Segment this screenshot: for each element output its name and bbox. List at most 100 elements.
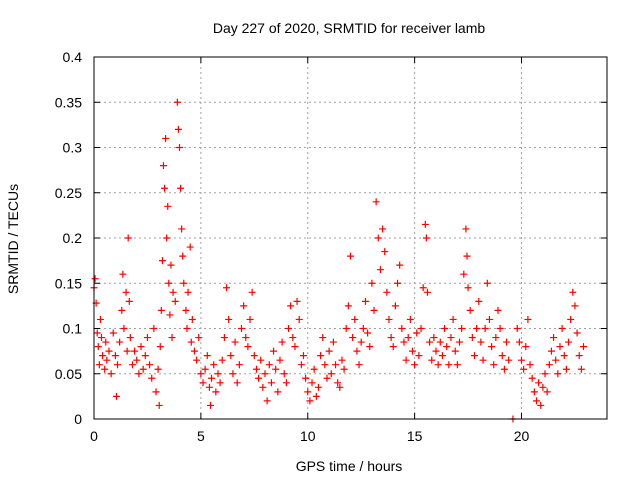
data-point (323, 374, 331, 382)
data-point (372, 198, 380, 206)
data-point (415, 352, 423, 360)
data-point (111, 352, 119, 360)
data-point (248, 288, 256, 296)
y-tick-label: 0.4 (63, 49, 83, 65)
data-point (573, 329, 581, 337)
data-point (426, 338, 434, 346)
data-point (351, 315, 359, 323)
data-point (458, 325, 466, 332)
data-point (103, 356, 111, 364)
data-point (201, 365, 209, 373)
data-point (428, 356, 436, 364)
data-point (155, 401, 163, 409)
data-point (560, 352, 568, 360)
data-point (119, 270, 127, 278)
data-point (150, 325, 158, 332)
data-point (355, 361, 363, 369)
data-point (280, 370, 288, 378)
data-point (485, 315, 493, 323)
data-point (470, 352, 478, 360)
data-point (128, 361, 136, 369)
data-point (314, 383, 322, 391)
data-point (178, 225, 186, 233)
data-point (306, 397, 314, 405)
data-point (182, 306, 190, 314)
data-point (539, 383, 547, 391)
y-tick-label: 0.1 (63, 321, 83, 337)
data-point (443, 343, 451, 351)
data-point (123, 347, 131, 355)
data-point (565, 338, 573, 346)
data-point (391, 302, 399, 310)
data-point (379, 225, 387, 233)
data-point (359, 325, 367, 332)
grid-lines (94, 57, 607, 419)
data-point (344, 302, 352, 310)
data-point (233, 379, 241, 387)
data-point (554, 370, 562, 378)
data-point (210, 361, 218, 369)
data-point (126, 334, 134, 342)
data-point (417, 325, 425, 332)
data-point (515, 338, 523, 346)
data-point (408, 347, 416, 355)
data-point (411, 361, 419, 369)
data-point (242, 334, 250, 342)
x-tick-label: 0 (90, 428, 98, 444)
data-point (97, 334, 105, 342)
data-point (481, 325, 489, 332)
data-point (166, 311, 174, 319)
data-point (259, 383, 267, 391)
data-point (308, 379, 316, 387)
data-point (317, 352, 325, 360)
data-point (188, 315, 196, 323)
data-point (550, 334, 558, 342)
data-point (338, 356, 346, 364)
data-point (535, 379, 543, 387)
data-point (413, 329, 421, 337)
data-point (447, 334, 455, 342)
data-point (462, 225, 470, 233)
data-point (231, 338, 239, 346)
data-point (353, 347, 361, 355)
data-point (112, 392, 120, 400)
data-point (101, 365, 109, 373)
data-point (579, 343, 587, 351)
y-tick-label: 0.3 (63, 140, 83, 156)
data-point (479, 356, 487, 364)
chart-title: Day 227 of 2020, SRMTID for receiver lam… (213, 20, 486, 36)
data-point (532, 397, 540, 405)
data-point (340, 365, 348, 373)
data-point (169, 288, 177, 296)
data-point (244, 343, 252, 351)
data-point (246, 315, 254, 323)
data-point (95, 361, 103, 369)
data-point (423, 288, 431, 296)
data-point (261, 370, 269, 378)
data-point (105, 347, 113, 355)
data-point (325, 347, 333, 355)
data-point (562, 365, 570, 373)
data-point (569, 288, 577, 296)
data-point (148, 374, 156, 382)
data-point (526, 361, 534, 369)
data-point (195, 334, 203, 342)
data-point (206, 401, 214, 409)
x-tick-label: 20 (514, 428, 530, 444)
y-tick-label: 0 (74, 411, 82, 427)
data-point (135, 370, 143, 378)
data-point (347, 252, 354, 260)
data-point (205, 383, 213, 391)
data-point (449, 315, 457, 323)
data-point (96, 315, 104, 323)
data-point (167, 261, 175, 269)
data-point (404, 334, 412, 342)
data-point (218, 356, 226, 364)
data-point (543, 388, 551, 396)
data-point (520, 365, 528, 373)
data-point (265, 361, 273, 369)
data-point (530, 388, 538, 396)
data-point (453, 361, 461, 369)
data-point (327, 370, 335, 378)
data-point (282, 379, 290, 387)
